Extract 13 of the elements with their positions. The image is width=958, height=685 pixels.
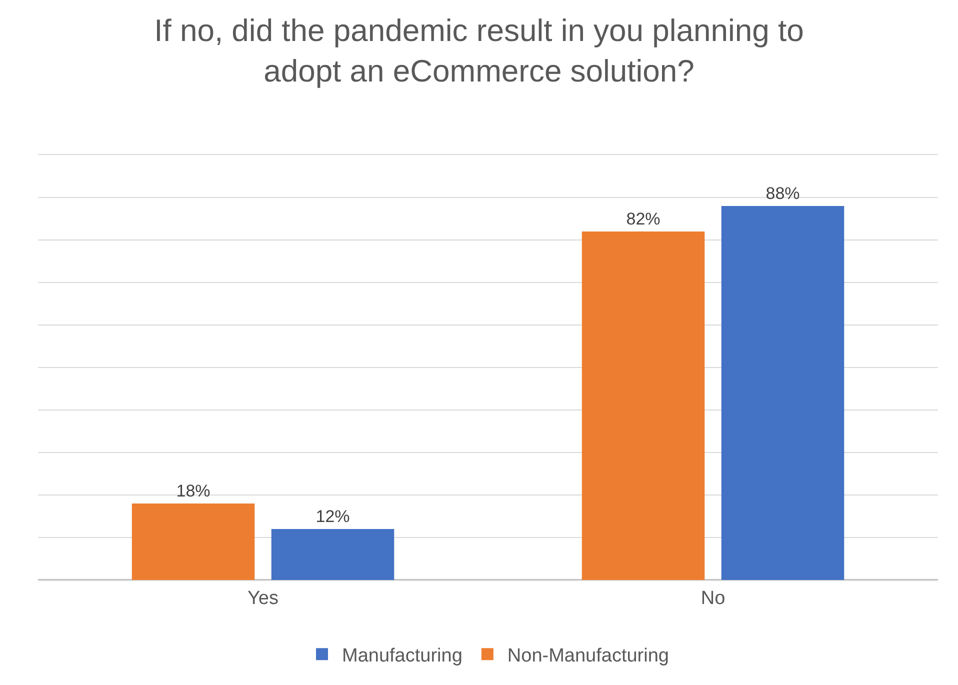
bar (271, 529, 394, 580)
bar (721, 206, 844, 580)
legend-label: Manufacturing (342, 646, 462, 667)
data-label: 82% (626, 210, 660, 228)
legend-label: Non-Manufacturing (507, 646, 669, 667)
x-tick-label: No (700, 588, 726, 609)
data-label: 18% (176, 482, 210, 500)
data-label: 88% (766, 184, 800, 203)
data-label: 12% (316, 507, 350, 526)
x-tick-label: Yes (248, 588, 278, 609)
chart-title: If no, did the pandemic result in you planning to adopt an eCommerce solution? (154, 13, 804, 88)
bar (582, 232, 705, 580)
bar (132, 504, 255, 580)
